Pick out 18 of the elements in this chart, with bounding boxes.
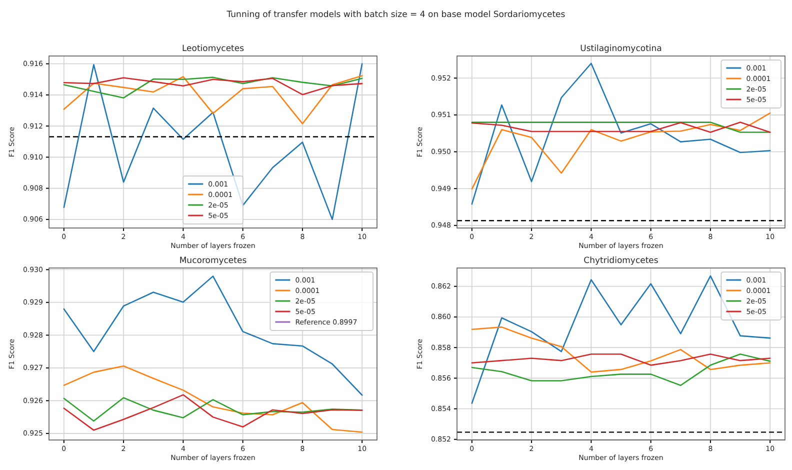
line-series	[63, 63, 363, 220]
line-series	[63, 394, 363, 431]
line-series	[471, 112, 771, 190]
line-series	[471, 275, 771, 404]
text: Tunning of transfer models with batch size = 4 on base model Sordariomycetes	[226, 10, 566, 20]
chart-title: Ustilaginomycotina	[580, 44, 662, 54]
line-series	[63, 365, 363, 433]
chart-title: Chytridiomycetes	[584, 256, 659, 266]
line-series	[63, 77, 363, 96]
line-series	[63, 276, 363, 396]
line-series	[471, 62, 771, 205]
line-series	[63, 75, 363, 124]
chart-title: Mucoromycetes	[179, 256, 248, 266]
chart-title: Leotiomycetes	[182, 44, 245, 54]
line-series	[471, 354, 771, 386]
line-series	[471, 354, 771, 366]
line-series	[63, 76, 363, 99]
line-series	[471, 326, 771, 373]
